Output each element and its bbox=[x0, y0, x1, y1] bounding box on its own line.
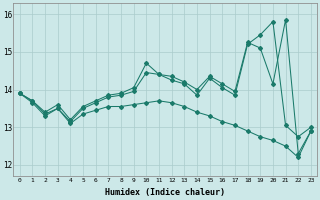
X-axis label: Humidex (Indice chaleur): Humidex (Indice chaleur) bbox=[105, 188, 225, 197]
